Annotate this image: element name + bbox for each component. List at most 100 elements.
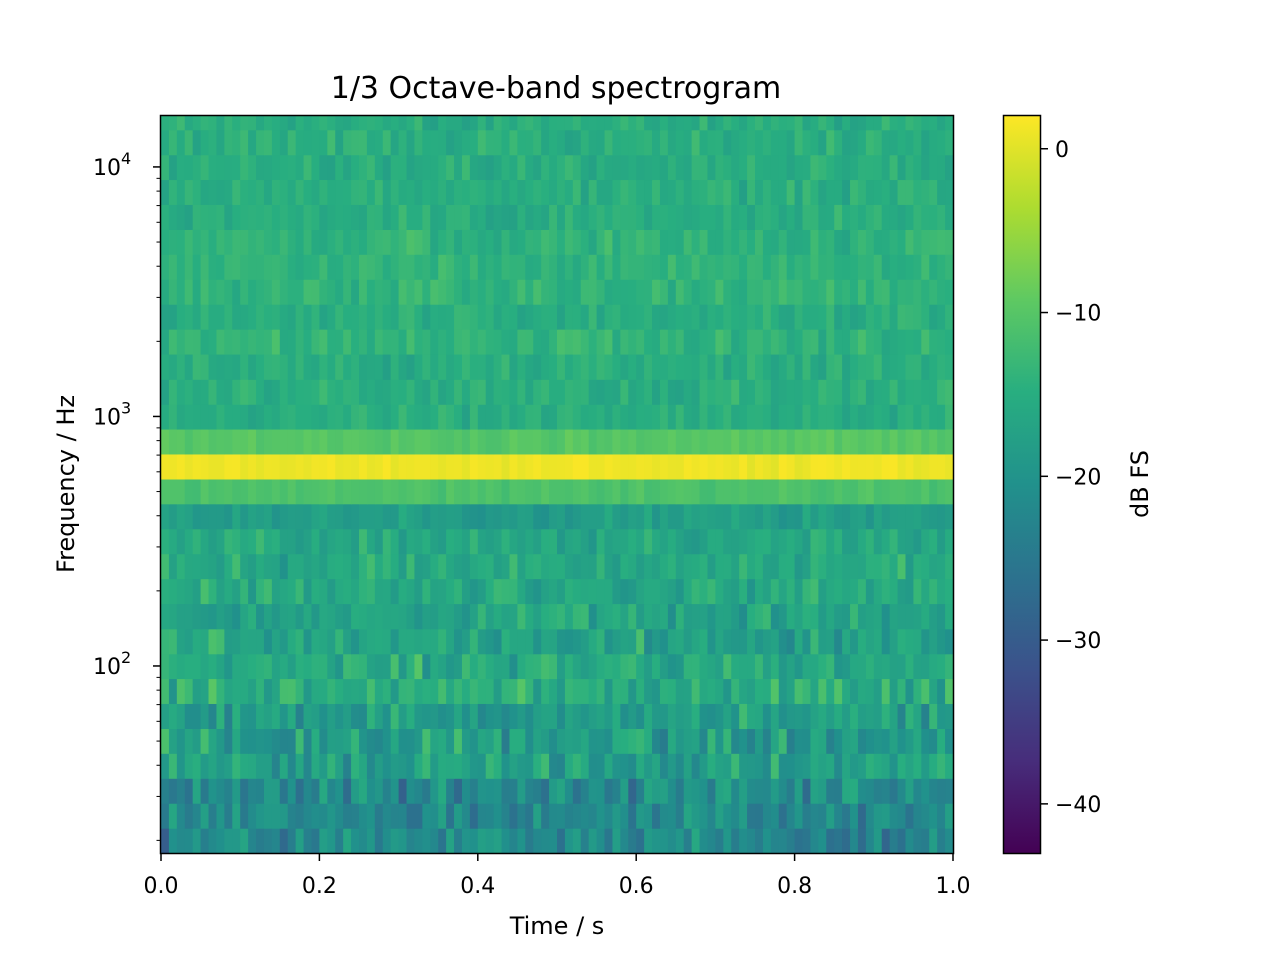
heatmap-cell	[715, 678, 724, 704]
heatmap-cell	[659, 279, 669, 305]
heatmap-cell	[739, 828, 748, 854]
heatmap-cell	[216, 653, 225, 680]
heatmap-cell	[747, 653, 756, 680]
heatmap-cell	[675, 116, 685, 131]
heatmap-cell	[501, 428, 511, 455]
heatmap-cell	[905, 453, 914, 480]
y-tick-label: 104	[93, 149, 131, 181]
heatmap-cell	[517, 553, 526, 580]
heatmap-cell	[525, 129, 534, 156]
heatmap-cell	[461, 553, 471, 580]
heatmap-cell	[501, 628, 511, 655]
heatmap-cell	[549, 379, 558, 405]
heatmap-cell	[271, 653, 281, 680]
heatmap-cell	[509, 553, 518, 580]
heatmap-cell	[873, 304, 883, 330]
heatmap-cell	[747, 154, 756, 181]
heatmap-cell	[667, 379, 677, 405]
heatmap-cell	[557, 453, 566, 480]
heatmap-cell	[525, 828, 534, 854]
heatmap-cell	[477, 628, 487, 655]
heatmap-cell	[359, 778, 368, 804]
heatmap-cell	[366, 653, 376, 680]
heatmap-cell	[430, 353, 439, 380]
heatmap-cell	[889, 578, 899, 605]
heatmap-cell	[295, 329, 305, 355]
heatmap-cell	[501, 379, 511, 405]
heatmap-cell	[359, 553, 368, 580]
heatmap-cell	[319, 379, 328, 405]
heatmap-cell	[168, 129, 178, 156]
heatmap-cell	[335, 578, 344, 605]
heatmap-cell	[216, 329, 225, 355]
heatmap-cell	[564, 254, 574, 280]
heatmap-cell	[604, 428, 614, 455]
heatmap-cell	[509, 129, 518, 156]
heatmap-cell	[802, 179, 812, 205]
heatmap-cell	[161, 478, 170, 505]
heatmap-cell	[739, 353, 748, 380]
heatmap-cell	[240, 329, 249, 355]
heatmap-cell	[921, 404, 930, 430]
heatmap-cell	[889, 528, 899, 555]
heatmap-cell	[905, 728, 914, 754]
heatmap-cell	[549, 428, 558, 455]
heatmap-cell	[390, 628, 400, 655]
heatmap-cell	[675, 778, 685, 804]
heatmap-cell	[295, 628, 305, 655]
heatmap-cell	[287, 528, 297, 555]
heatmap-cell	[438, 304, 447, 330]
heatmap-cell	[572, 353, 582, 380]
heatmap-cell	[905, 628, 914, 655]
heatmap-cell	[786, 154, 796, 181]
heatmap-cell	[493, 154, 503, 181]
heatmap-cell	[406, 553, 416, 580]
heatmap-cell	[398, 453, 408, 480]
heatmap-cell	[707, 553, 716, 580]
heatmap-cell	[755, 503, 764, 530]
heatmap-cell	[541, 379, 550, 405]
heatmap-cell	[699, 154, 709, 181]
heatmap-cell	[580, 254, 590, 280]
heatmap-cell	[580, 653, 590, 680]
heatmap-cell	[723, 778, 732, 804]
heatmap-cell	[667, 116, 677, 131]
heatmap-cell	[184, 753, 194, 779]
heatmap-cell	[517, 628, 526, 655]
heatmap-cell	[699, 304, 709, 330]
heatmap-cell	[240, 353, 249, 380]
heatmap-cell	[596, 404, 606, 430]
heatmap-cell	[794, 428, 804, 455]
heatmap-cell	[208, 678, 218, 704]
heatmap-cell	[667, 828, 677, 854]
heatmap-cell	[493, 353, 503, 380]
heatmap-cell	[707, 603, 716, 630]
heatmap-cell	[929, 304, 938, 330]
heatmap-cell	[477, 279, 487, 305]
heatmap-cell	[287, 778, 297, 804]
heatmap-cell	[691, 728, 701, 754]
heatmap-cell	[168, 428, 178, 455]
heatmap-cell	[446, 553, 455, 580]
heatmap-cell	[699, 828, 709, 854]
heatmap-cell	[620, 628, 629, 655]
heatmap-cell	[731, 154, 740, 181]
heatmap-cell	[921, 116, 930, 131]
heatmap-cell	[667, 803, 677, 829]
heatmap-cell	[335, 478, 344, 505]
heatmap-cell	[446, 279, 455, 305]
heatmap-cell	[929, 753, 938, 779]
heatmap-cell	[192, 653, 202, 680]
heatmap-cell	[865, 578, 875, 605]
heatmap-cell	[224, 803, 233, 829]
heatmap-cell	[398, 154, 408, 181]
heatmap-cell	[216, 753, 225, 779]
heatmap-cell	[810, 753, 819, 779]
heatmap-cell	[335, 179, 344, 205]
heatmap-cell	[343, 154, 352, 181]
heatmap-cell	[557, 678, 566, 704]
heatmap-cell	[493, 453, 503, 480]
heatmap-cell	[343, 453, 352, 480]
heatmap-cell	[723, 703, 732, 730]
heatmap-cell	[786, 353, 796, 380]
